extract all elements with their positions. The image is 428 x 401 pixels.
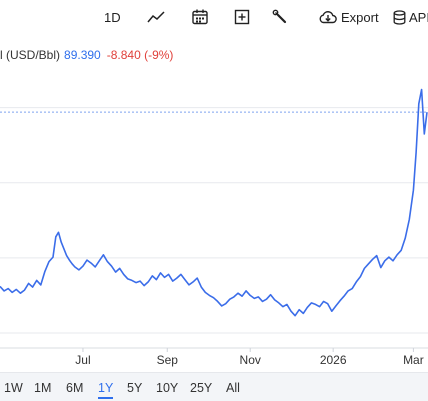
range-button-6m[interactable]: 6M: [66, 381, 84, 395]
range-button-1m[interactable]: 1M: [34, 381, 52, 395]
x-tick-label: 2026: [320, 353, 347, 367]
export-label: Export: [341, 9, 379, 25]
range-button-10y[interactable]: 10Y: [156, 381, 179, 395]
price-chart[interactable]: Jul Sep Nov 2026 Mar: [0, 62, 428, 370]
calendar-icon: [191, 8, 209, 26]
api-button[interactable]: API: [393, 6, 428, 28]
series-name: l (USD/Bbl): [0, 48, 61, 62]
range-button-all[interactable]: All: [226, 381, 240, 395]
api-label: API: [409, 9, 428, 25]
x-tick-label: Mar: [403, 353, 424, 367]
chart-type-button[interactable]: [146, 6, 166, 28]
price-series-line: [0, 88, 428, 317]
toolbar: 1D Export API: [0, 0, 428, 34]
range-button-1y[interactable]: 1Y: [98, 381, 114, 399]
chart-grid: [0, 107, 428, 334]
date-range-button[interactable]: [191, 6, 209, 28]
chart-legend: l (USD/Bbl) 89.390 -8.840 (-9%): [0, 48, 173, 62]
cloud-download-icon: [319, 10, 337, 24]
x-axis-ticks: Jul Sep Nov 2026 Mar: [75, 348, 424, 367]
settings-button[interactable]: [272, 6, 288, 28]
range-button-25y[interactable]: 25Y: [190, 381, 213, 395]
compare-button[interactable]: [234, 6, 250, 28]
line-chart-icon: [146, 9, 166, 25]
x-tick-label: Sep: [157, 353, 179, 367]
range-selector: 1W 1M 6M 1Y 5Y 10Y 25Y All: [0, 372, 428, 401]
x-tick-label: Jul: [75, 353, 90, 367]
database-icon: [393, 9, 406, 25]
range-button-1w[interactable]: 1W: [4, 381, 23, 395]
plus-box-icon: [234, 9, 250, 25]
current-price: 89.390: [64, 48, 101, 62]
range-button-5y[interactable]: 5Y: [127, 381, 143, 395]
price-change: -8.840 (-9%): [106, 48, 174, 62]
interval-selector[interactable]: 1D: [104, 6, 121, 28]
x-tick-label: Nov: [240, 353, 261, 367]
wrench-icon: [272, 9, 288, 25]
interval-label: 1D: [104, 9, 121, 25]
export-button[interactable]: Export: [319, 6, 379, 28]
